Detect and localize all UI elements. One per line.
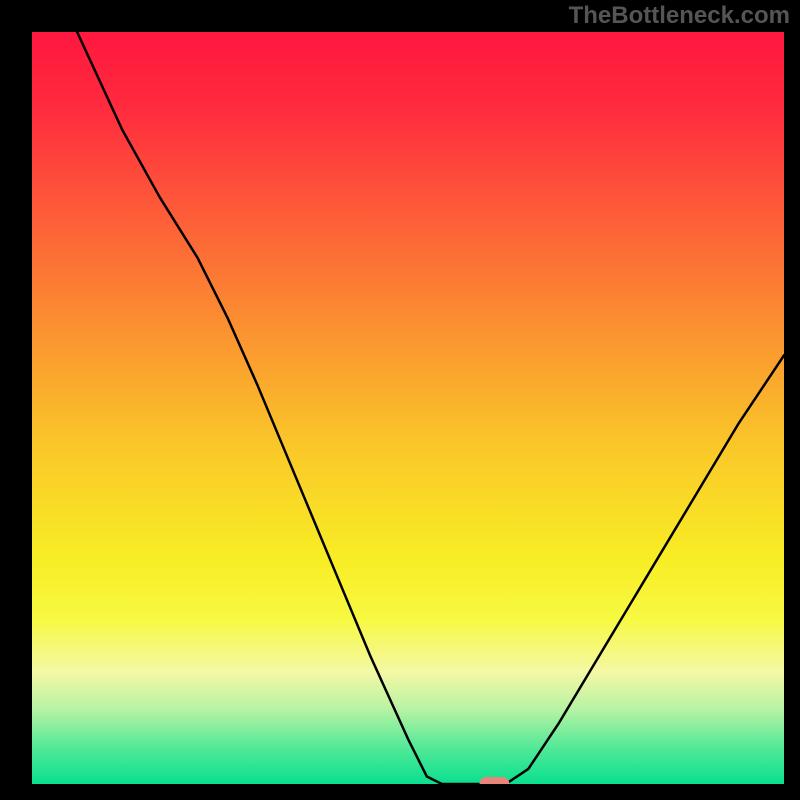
chart-container: TheBottleneck.com [0, 0, 800, 800]
bottleneck-chart [32, 32, 784, 784]
frame-left [0, 0, 32, 800]
optimal-marker [479, 777, 509, 784]
frame-right [784, 0, 800, 800]
frame-bottom [0, 784, 800, 800]
watermark-text: TheBottleneck.com [569, 2, 790, 30]
gradient-background [32, 32, 784, 784]
